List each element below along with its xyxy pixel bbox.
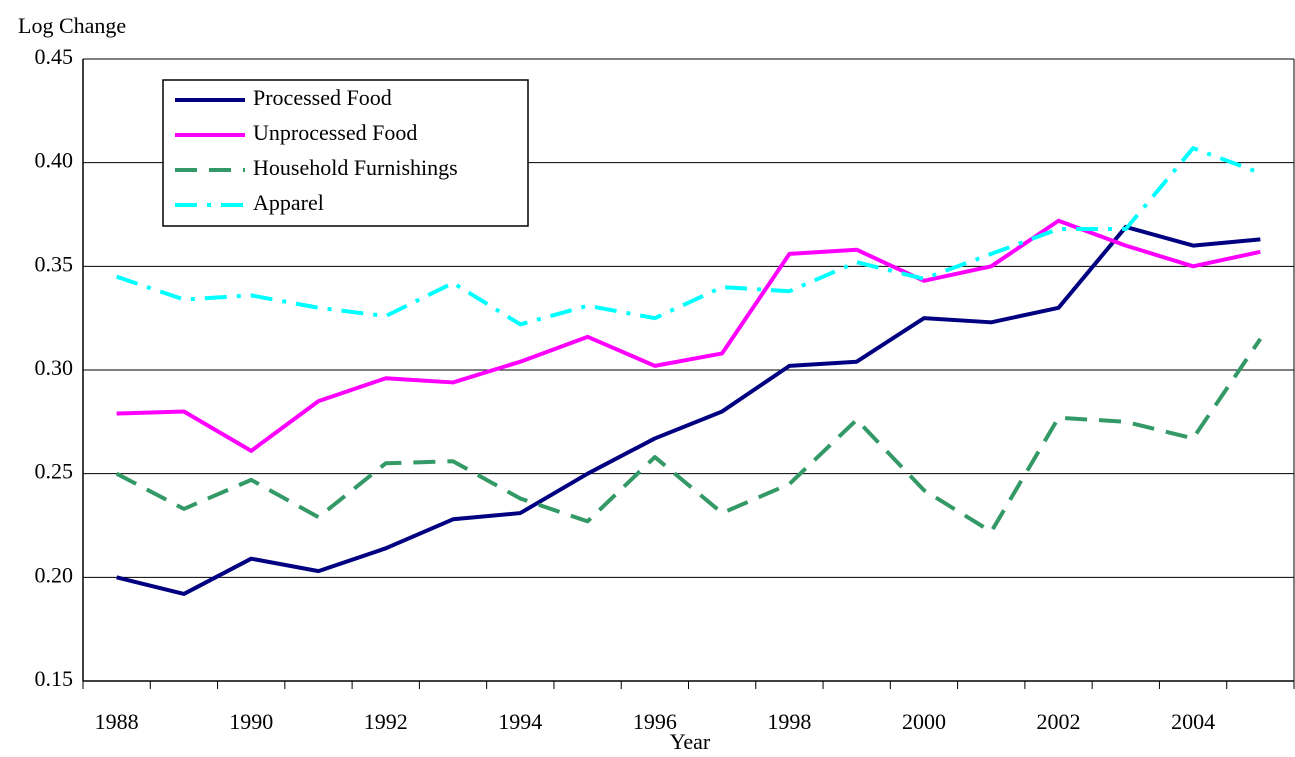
x-tick-label: 1994 <box>498 709 542 734</box>
line-series <box>115 337 1263 534</box>
y-tick-label: 0.45 <box>35 44 74 69</box>
legend-label: Processed Food <box>253 85 392 110</box>
y-axis-label: Log Change <box>18 13 126 38</box>
legend-label: Apparel <box>253 190 324 215</box>
y-tick-label: 0.40 <box>35 148 74 173</box>
x-axis-label: Year <box>670 729 711 754</box>
x-tick-label: 2004 <box>1171 709 1215 734</box>
x-tick-label: 1992 <box>364 709 408 734</box>
legend-box <box>162 79 529 227</box>
x-tick-label: 1998 <box>767 709 811 734</box>
x-tick-label: 1990 <box>229 709 273 734</box>
legend-label: Household Furnishings <box>253 155 458 180</box>
y-tick-label: 0.35 <box>35 251 74 276</box>
x-tick-label: 1996 <box>633 709 677 734</box>
line-series <box>116 218 1261 453</box>
legend-label: Unprocessed Food <box>253 120 417 145</box>
x-tick-label: 2000 <box>902 709 946 734</box>
line-series <box>116 224 1261 596</box>
line-series <box>115 146 1262 327</box>
y-tick-label: 0.30 <box>35 355 74 380</box>
y-tick-label: 0.20 <box>35 562 74 587</box>
x-tick-label: 1988 <box>95 709 139 734</box>
y-tick-label: 0.25 <box>35 459 74 484</box>
x-tick-label: 2002 <box>1037 709 1081 734</box>
y-tick-label: 0.15 <box>35 666 74 691</box>
